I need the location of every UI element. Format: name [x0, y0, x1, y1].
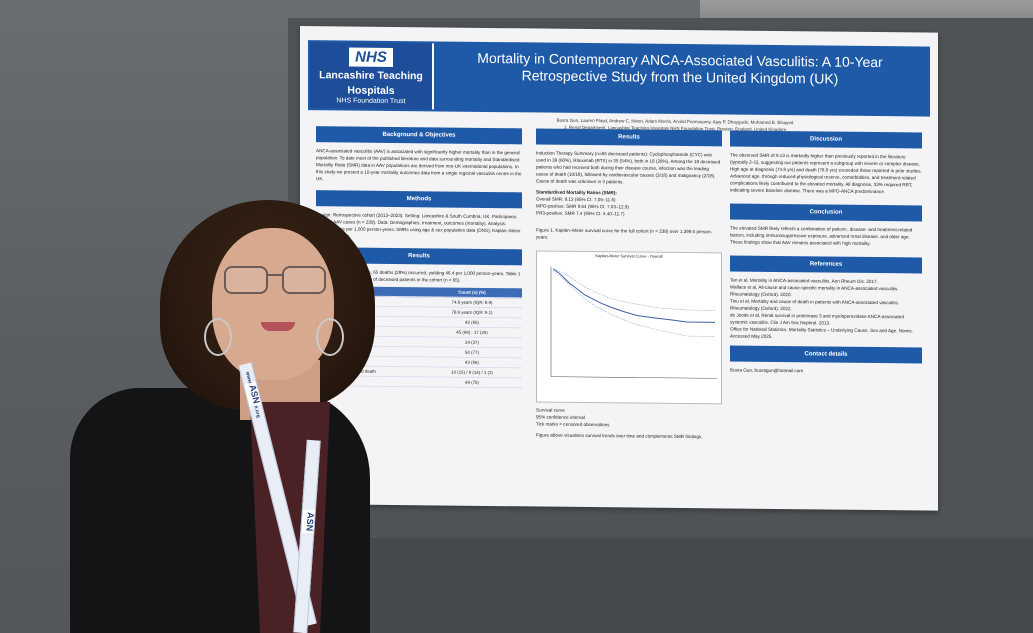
contact-heading: Contact details	[730, 345, 922, 364]
glasses-lens-left	[224, 266, 268, 294]
logo-line-1: Lancashire Teaching	[319, 69, 423, 83]
table-cell: 78.9 years (IQR: 9.1)	[451, 309, 493, 316]
discussion-text: The observed SMR of 9.13 is markedly hig…	[730, 152, 922, 195]
table-cell: 24 (37)	[465, 339, 479, 345]
presenter-face	[212, 228, 334, 380]
research-poster: NHS Lancashire Teaching Hospitals NHS Fo…	[300, 26, 938, 511]
smr-item: PR3-positive: SMR 7.4 (95% CI: 4.40–11.7…	[536, 210, 625, 217]
km-curve-graphic	[550, 266, 717, 379]
table-cell: 42 (65)	[465, 319, 479, 325]
km-legend-ticks: Tick marks = censored observations	[536, 421, 610, 428]
hoop-earring-left	[204, 318, 232, 356]
logo-line-3: NHS Foundation Trust	[336, 97, 406, 106]
induction-therapy-text: Induction Therapy Summary (n=65 deceased…	[536, 150, 721, 185]
background-text: ANCA-associated vasculitis (AAV) is asso…	[316, 148, 522, 182]
km-note: Figure above visualises survival trends …	[536, 432, 703, 440]
methods-heading: Methods	[316, 190, 522, 209]
table-cell: 10 (15) / 9 (14) / 1 (2)	[451, 369, 493, 376]
table-header-cell: Count (n) (%)	[458, 289, 486, 295]
kaplan-meier-figure: Kaplan-Meier Survival Curve - Overall	[536, 250, 722, 405]
presenter-smile	[261, 322, 295, 331]
conclusion-heading: Conclusion	[730, 203, 922, 222]
figure-caption: Figure 1. Kaplan–Meier survival curve fo…	[536, 227, 713, 240]
table-cell: 74.8 years (IQR: 8.9)	[451, 299, 493, 306]
table-cell: 49 (75)	[465, 379, 479, 385]
table-cell: 50 (77)	[465, 349, 479, 355]
conclusion-text: The elevated SMR likely reflects a combi…	[730, 225, 913, 246]
right-column: Discussion The observed SMR of 9.13 is m…	[730, 130, 922, 376]
nhs-logo: NHS	[349, 47, 393, 67]
table-cell: 43 (66)	[465, 359, 479, 365]
references-heading: References	[730, 255, 922, 274]
nhs-trust-logo: NHS Lancashire Teaching Hospitals NHS Fo…	[310, 42, 434, 110]
glasses	[224, 266, 326, 294]
glasses-bridge	[266, 274, 282, 276]
background-heading: Background & Objectives	[316, 126, 522, 145]
reference-item: Office for National Statistics. Mortalit…	[730, 326, 913, 339]
hoop-earring-right	[316, 318, 344, 356]
poster-title: Mortality in Contemporary ANCA-Associate…	[477, 49, 883, 87]
results-mid-heading: Results	[536, 128, 722, 147]
table-cell: 45 (69) : 17 (26)	[456, 329, 488, 335]
discussion-heading: Discussion	[730, 130, 922, 149]
contact-text: Busra Gun, busragun@hotmail.com	[730, 367, 804, 374]
poster-board-lower	[288, 538, 1033, 633]
glasses-lens-right	[282, 266, 326, 294]
middle-column: Results Induction Therapy Summary (n=65 …	[536, 128, 722, 440]
